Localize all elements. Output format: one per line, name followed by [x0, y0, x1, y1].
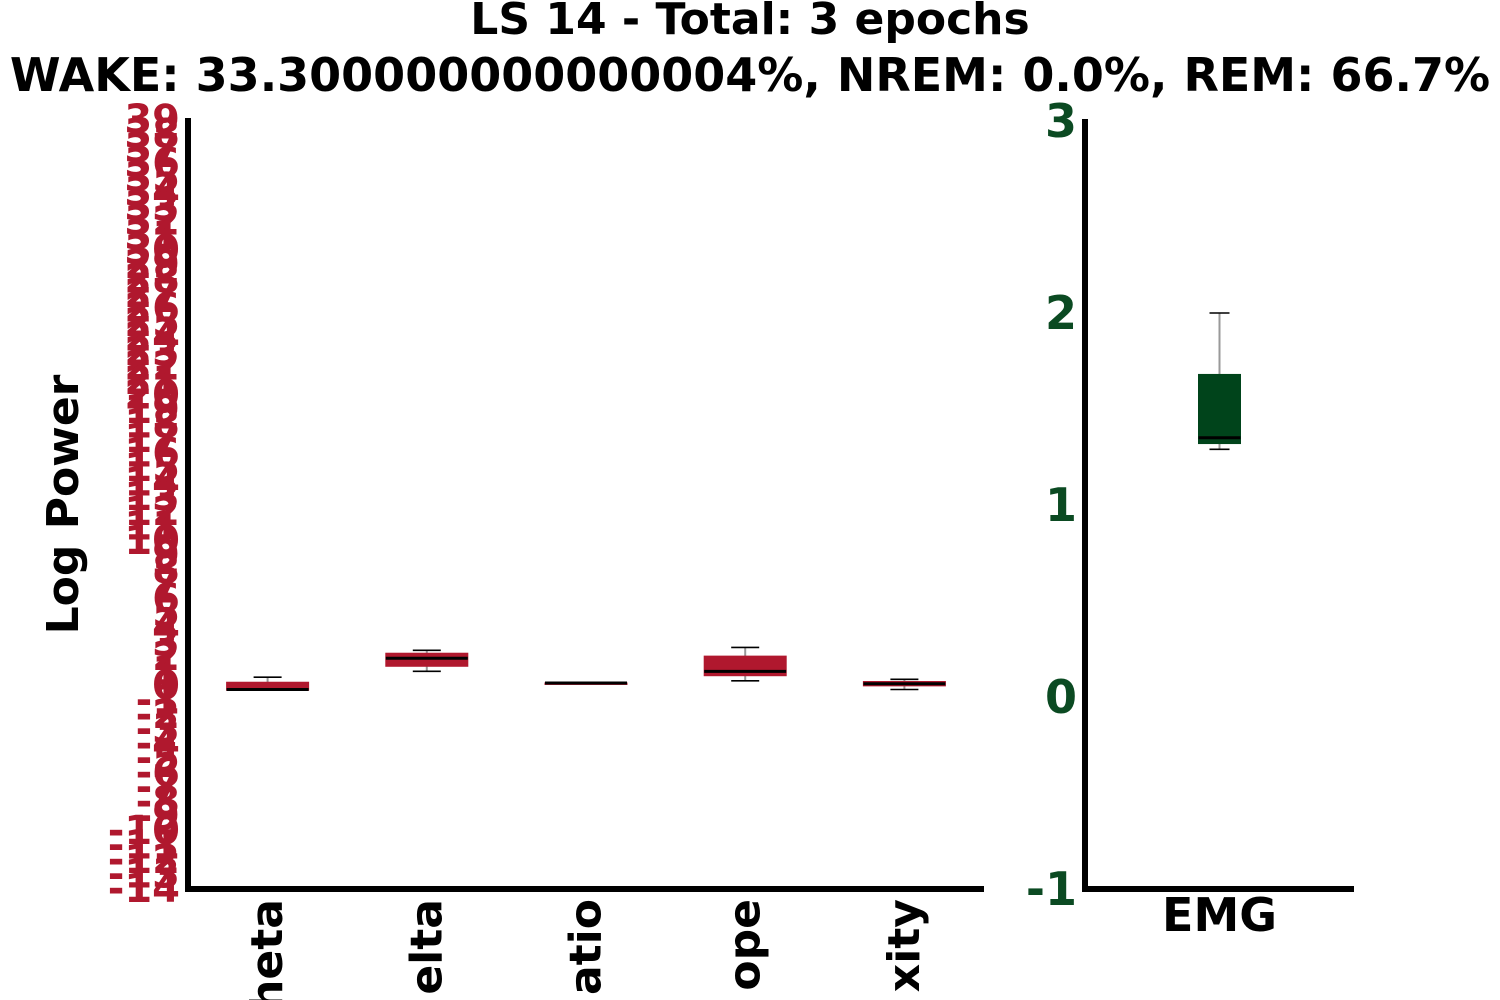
y-tick-label: 5 — [152, 590, 180, 636]
y-tick-label: 33 — [124, 184, 180, 230]
y-tick-label: 27 — [124, 271, 180, 317]
x-tick-label: xity — [879, 899, 930, 992]
y-tick-label: 22 — [124, 344, 180, 390]
y-tick-label: 13 — [124, 474, 180, 520]
y-tick-label: 10 — [124, 518, 180, 564]
y-tick-label: -10 — [108, 808, 180, 854]
y-tick-label: 7 — [152, 561, 180, 607]
y-tick-label: -6 — [136, 750, 180, 796]
y-tick-label: 0 — [1045, 670, 1077, 724]
y-tick-label: 15 — [124, 445, 180, 491]
y-tick-label: 8 — [152, 547, 180, 593]
y-tick-label: -14 — [108, 866, 180, 912]
box-EMG: EMG — [1162, 312, 1277, 942]
y-tick-label: -3 — [136, 706, 180, 752]
y-tick-label: 2 — [152, 634, 180, 680]
y-tick-label: 26 — [124, 286, 180, 332]
y-tick-label: 35 — [124, 155, 180, 201]
y-tick-label: 21 — [124, 358, 180, 404]
y-tick-label: 16 — [124, 431, 180, 477]
y-tick-label: 20 — [124, 373, 180, 419]
y-tick-label: -1 — [1026, 862, 1077, 916]
chart-title: LS 14 - Total: 3 epochs — [470, 0, 1030, 45]
box-delta: elta — [385, 649, 469, 995]
y-tick-label: -13 — [108, 851, 180, 897]
y-tick-label: 32 — [124, 199, 180, 245]
y-tick-label: -9 — [136, 793, 180, 839]
y-tick-label: 37 — [124, 126, 180, 172]
x-tick-label: heta — [242, 899, 293, 1000]
y-tick-label: 23 — [124, 329, 180, 375]
x-tick-label: EMG — [1162, 888, 1277, 942]
y-tick-label: 4 — [152, 605, 180, 651]
y-tick-label: 11 — [124, 503, 180, 549]
y-tick-label: 28 — [124, 257, 180, 303]
left-panel: -14-13-12-11-10-9-8-7-6-5-4-3-2-10123456… — [38, 97, 984, 1000]
x-tick-label: elta — [401, 899, 452, 995]
y-tick-label: 3 — [1045, 94, 1077, 148]
y-tick-label: -12 — [108, 837, 180, 883]
y-tick-label: 3 — [152, 619, 180, 665]
y-tick-label: -5 — [136, 735, 180, 781]
y-tick-label: -11 — [108, 822, 180, 868]
y-tick-label: 1 — [1045, 478, 1077, 532]
y-tick-label: 24 — [124, 315, 180, 361]
y-tick-label: 17 — [124, 416, 180, 462]
y-tick-label: 29 — [124, 242, 180, 288]
y-tick-label: 39 — [124, 97, 180, 143]
y-tick-label: 6 — [152, 576, 180, 622]
y-tick-label: 2 — [1045, 286, 1077, 340]
y-tick-label: 30 — [124, 228, 180, 274]
x-tick-label: atio — [561, 899, 612, 995]
y-tick-label: 19 — [124, 387, 180, 433]
y-tick-label: -2 — [136, 692, 180, 738]
chart-subtitle: WAKE: 33.300000000000004%, NREM: 0.0%, R… — [9, 48, 1491, 102]
right-panel: -1 0 1 2 3 EMG — [1026, 94, 1354, 942]
y-tick-label: 1 — [152, 648, 180, 694]
box-body — [1198, 373, 1241, 445]
y-tick-label: 25 — [124, 300, 180, 346]
y-tick-label: 36 — [124, 141, 180, 187]
x-tick-label: ope — [720, 899, 771, 991]
y-tick-label: 9 — [152, 532, 180, 578]
y-tick-label: -1 — [136, 677, 180, 723]
y-tick-label: 31 — [124, 213, 180, 259]
y-tick-label: -8 — [136, 779, 180, 825]
box-complexity: xity — [862, 678, 946, 992]
y-axis-label: Log Power — [38, 374, 89, 634]
y-tick-label: 12 — [124, 489, 180, 535]
y-tick-label: -7 — [136, 764, 180, 810]
box-theta: heta — [226, 676, 310, 1000]
y-tick-label: 34 — [124, 170, 180, 216]
box-ratio: atio — [544, 681, 628, 995]
y-tick-label: 18 — [124, 402, 180, 448]
y-tick-label: 0 — [152, 663, 180, 709]
y-tick-label: -4 — [136, 721, 180, 767]
box-slope: ope — [703, 646, 787, 991]
y-tick-label: 38 — [124, 112, 180, 158]
y-tick-label: 14 — [124, 460, 180, 506]
